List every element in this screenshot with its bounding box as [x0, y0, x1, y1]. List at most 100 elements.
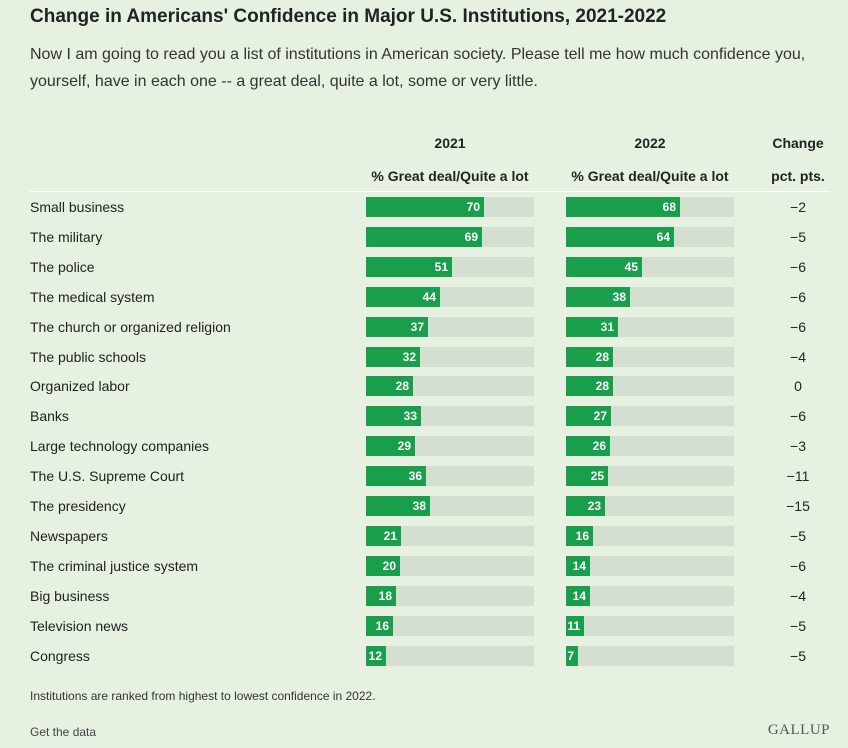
- bar-value-label: 28: [395, 379, 409, 393]
- bar-v2022: [566, 526, 593, 546]
- bar-value-label: 36: [408, 469, 422, 483]
- get-data-link[interactable]: Get the data: [30, 725, 97, 739]
- change-value: −5: [790, 528, 806, 544]
- bar-track-v2021: 69: [366, 227, 534, 247]
- bar-value-label: 27: [593, 409, 607, 423]
- bar-track-v2022: 28: [566, 376, 734, 396]
- bar-v2022: [566, 556, 590, 576]
- bar-v2022: [566, 257, 642, 277]
- row-label: Congress: [30, 648, 90, 664]
- bar-value-label: 38: [412, 499, 426, 513]
- change-value: −6: [790, 259, 806, 275]
- header-year-2022: 2022: [634, 135, 666, 151]
- change-value: −15: [786, 498, 810, 514]
- change-value: −6: [790, 558, 806, 574]
- row-label: Small business: [30, 199, 125, 215]
- bar-track-v2021: 29: [366, 436, 534, 456]
- bar-v2021: [366, 257, 452, 277]
- bar-track-v2021: 51: [366, 257, 534, 277]
- bar-v2022: [566, 436, 610, 456]
- bar-value-label: 64: [656, 230, 670, 244]
- bar-v2021: [366, 556, 400, 576]
- bar-v2021: [366, 317, 428, 337]
- bar-track-v2021: 18: [366, 586, 534, 606]
- bar-value-label: 7: [567, 649, 574, 663]
- header-measure-2022: % Great deal/Quite a lot: [571, 168, 729, 184]
- bar-value-label: 33: [403, 409, 417, 423]
- row-label: Large technology companies: [30, 438, 210, 454]
- bar-v2022: [566, 227, 674, 247]
- bar-track-v2021: 20: [366, 556, 534, 576]
- change-value: −4: [790, 349, 806, 365]
- header-divider: [30, 191, 830, 192]
- change-value: −11: [786, 468, 810, 484]
- bar-track-v2021: 37: [366, 317, 534, 337]
- bar-v2022: [566, 317, 618, 337]
- bar-track-v2022: 14: [566, 586, 734, 606]
- change-value: −4: [790, 588, 806, 604]
- bar-track-v2021: 12: [366, 646, 534, 666]
- bar-v2022: [566, 616, 584, 636]
- bar-value-label: 23: [587, 499, 601, 513]
- bar-track-v2022: 68: [566, 197, 734, 217]
- bar-track-v2022: 31: [566, 317, 734, 337]
- bar-value-label: 29: [397, 439, 411, 453]
- bar-track-v2022: 28: [566, 347, 734, 367]
- bar-track-v2021: 44: [366, 287, 534, 307]
- gallup-logo: GALLUP: [767, 722, 830, 738]
- bar-value-label: 31: [600, 320, 614, 334]
- bar-value-label: 44: [422, 290, 436, 304]
- bar-value-label: 68: [662, 200, 676, 214]
- bar-track-v2022: 11: [566, 616, 734, 636]
- bar-track-v2022: 25: [566, 466, 734, 486]
- chart-title: Change in Americans' Confidence in Major…: [30, 6, 667, 27]
- bar-track-v2022: 26: [566, 436, 734, 456]
- bar-v2022: [566, 466, 608, 486]
- change-value: −6: [790, 408, 806, 424]
- bar-v2022: [566, 586, 590, 606]
- bar-track-v2022: 16: [566, 526, 734, 546]
- header-change: Change: [772, 135, 824, 151]
- bar-v2022: [566, 287, 630, 307]
- change-value: −3: [790, 438, 806, 454]
- bar-track-v2022: 45: [566, 257, 734, 277]
- bar-track-v2021: 16: [366, 616, 534, 636]
- chart-subtitle: Now I am going to read you a list of ins…: [30, 46, 806, 90]
- change-value: −5: [790, 618, 806, 634]
- bar-value-label: 45: [624, 260, 638, 274]
- bar-v2022: [566, 496, 605, 516]
- bar-value-label: 38: [612, 290, 626, 304]
- bar-value-label: 16: [375, 619, 389, 633]
- change-value: −6: [790, 289, 806, 305]
- row-label: The military: [30, 229, 103, 245]
- row-label: The church or organized religion: [30, 319, 231, 335]
- bar-track-v2021: 70: [366, 197, 534, 217]
- row-label: Organized labor: [30, 378, 130, 394]
- bar-value-label: 14: [572, 559, 586, 573]
- bar-v2021: [366, 496, 430, 516]
- footnote: Institutions are ranked from highest to …: [30, 689, 376, 703]
- change-value: −2: [790, 199, 806, 215]
- bar-value-label: 18: [378, 589, 392, 603]
- bar-v2021: [366, 646, 386, 666]
- bar-track-v2021: 32: [366, 347, 534, 367]
- bar-v2021: [366, 616, 393, 636]
- bar-value-label: 21: [383, 529, 397, 543]
- row-label: Banks: [30, 408, 69, 424]
- bar-v2021: [366, 586, 396, 606]
- bar-v2021: [366, 227, 482, 247]
- bar-value-label: 69: [464, 230, 478, 244]
- row-label: The medical system: [30, 289, 155, 305]
- bar-value-label: 37: [410, 320, 424, 334]
- bar-track-v2022: 38: [566, 287, 734, 307]
- bar-value-label: 11: [567, 619, 580, 633]
- bar-track-v2022: 64: [566, 227, 734, 247]
- bar-track-v2022: 7: [566, 646, 734, 666]
- bar-track-v2021: 38: [366, 496, 534, 516]
- bar-value-label: 16: [575, 529, 589, 543]
- row-label: The criminal justice system: [30, 558, 199, 574]
- row-label: Big business: [30, 588, 110, 604]
- bar-track-v2022: 14: [566, 556, 734, 576]
- bar-track-v2022: 23: [566, 496, 734, 516]
